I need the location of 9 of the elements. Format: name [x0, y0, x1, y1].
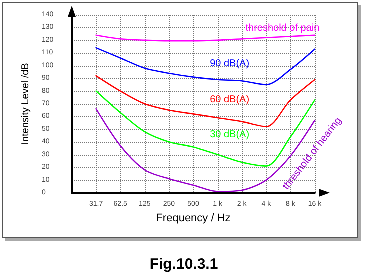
caption: Fig.10.3.1: [148, 256, 220, 273]
series-label: 60 dB(A): [210, 94, 250, 106]
series-label: threshold of pain: [246, 23, 320, 34]
line-series: [96, 47, 316, 86]
series-label: 30 dB(A): [210, 129, 250, 140]
x-axis-title: Frequency / Hz: [156, 212, 231, 224]
series-label: 90 dB(A): [210, 58, 250, 70]
line-series: [96, 75, 316, 128]
y-axis-title: Intensity Level /dB: [20, 62, 32, 145]
